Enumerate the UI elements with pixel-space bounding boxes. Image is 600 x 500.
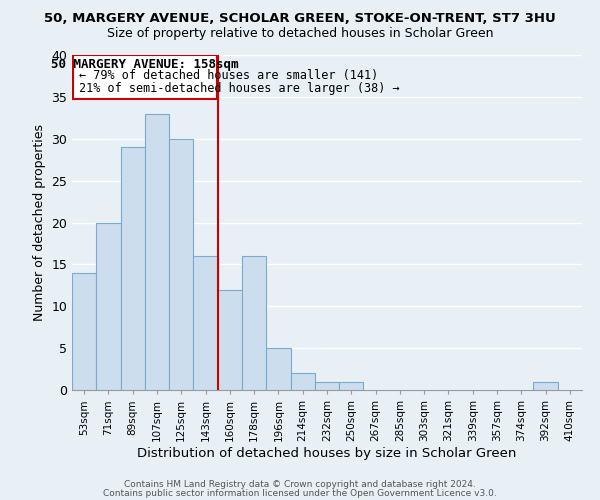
Bar	[73, 55, 217, 98]
Text: Size of property relative to detached houses in Scholar Green: Size of property relative to detached ho…	[107, 28, 493, 40]
Bar	[315, 382, 339, 390]
Bar	[193, 256, 218, 390]
Bar	[72, 273, 96, 390]
Bar	[121, 147, 145, 390]
X-axis label: Distribution of detached houses by size in Scholar Green: Distribution of detached houses by size …	[137, 446, 517, 460]
Text: Contains public sector information licensed under the Open Government Licence v3: Contains public sector information licen…	[103, 488, 497, 498]
Bar	[533, 382, 558, 390]
Bar	[145, 114, 169, 390]
Y-axis label: Number of detached properties: Number of detached properties	[33, 124, 46, 321]
Bar	[218, 290, 242, 390]
Text: 50, MARGERY AVENUE, SCHOLAR GREEN, STOKE-ON-TRENT, ST7 3HU: 50, MARGERY AVENUE, SCHOLAR GREEN, STOKE…	[44, 12, 556, 26]
Bar	[242, 256, 266, 390]
Text: 50 MARGERY AVENUE: 158sqm: 50 MARGERY AVENUE: 158sqm	[51, 58, 239, 70]
Text: Contains HM Land Registry data © Crown copyright and database right 2024.: Contains HM Land Registry data © Crown c…	[124, 480, 476, 489]
Text: ← 79% of detached houses are smaller (141): ← 79% of detached houses are smaller (14…	[79, 70, 379, 82]
Bar	[339, 382, 364, 390]
Bar	[96, 222, 121, 390]
Text: 21% of semi-detached houses are larger (38) →: 21% of semi-detached houses are larger (…	[79, 82, 400, 95]
Bar	[266, 348, 290, 390]
Bar	[169, 138, 193, 390]
Bar	[290, 373, 315, 390]
